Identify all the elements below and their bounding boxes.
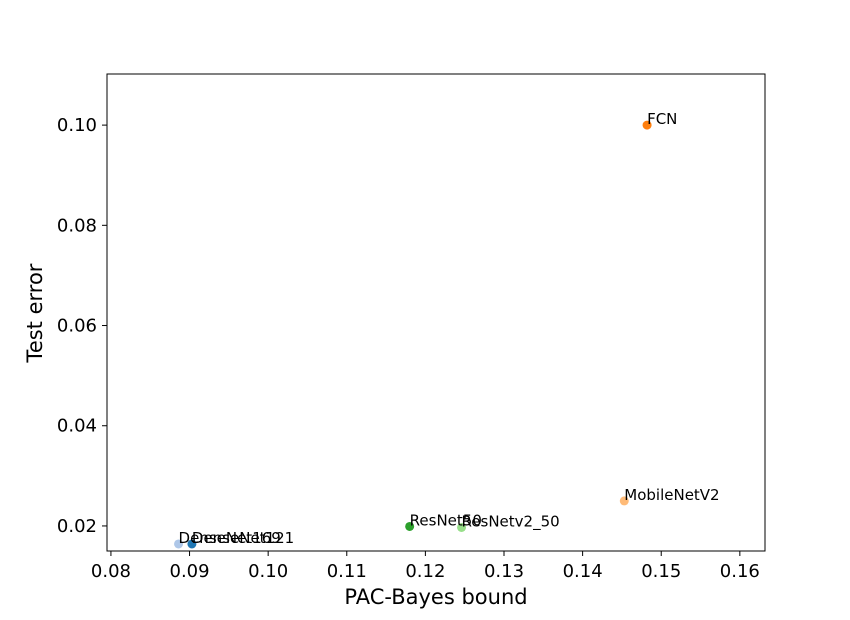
data-point-label: ResNetv2_50: [462, 512, 560, 531]
data-point-label: DenseNet121: [192, 529, 294, 547]
x-tick-label: 0.09: [170, 561, 210, 582]
data-point: [457, 522, 467, 532]
x-tick-label: 0.12: [405, 561, 445, 582]
data-point: [405, 521, 415, 531]
plot-frame: [106, 73, 766, 552]
data-point: [174, 539, 184, 549]
x-axis-ticks: 0.08 0.09 0.10 0.11 0.12 0.13 0.14 0.15 0.16: [91, 551, 760, 582]
data-point-label: FCN: [647, 110, 677, 128]
data-point-label: MobileNetV2: [624, 486, 719, 504]
y-tick-label: 0.08: [57, 215, 97, 236]
x-tick-label: 0.16: [720, 561, 760, 582]
data-point-label: ResNet50: [410, 511, 482, 529]
data-point: [642, 120, 652, 130]
data-point-label: DenseNet169: [179, 529, 281, 547]
x-tick-label: 0.13: [484, 561, 524, 582]
data-point: [187, 539, 197, 549]
y-axis-label: Test error: [23, 263, 47, 363]
x-tick-label: 0.14: [563, 561, 603, 582]
data-points: [174, 120, 652, 549]
data-point: [619, 496, 629, 506]
x-tick-label: 0.15: [641, 561, 681, 582]
y-tick-label: 0.10: [57, 115, 97, 136]
x-tick-label: 0.08: [91, 561, 131, 582]
y-tick-label: 0.02: [57, 516, 97, 537]
x-tick-label: 0.11: [327, 561, 367, 582]
y-tick-label: 0.04: [57, 416, 97, 437]
y-axis-ticks: 0.02 0.04 0.06 0.08 0.10: [57, 115, 107, 537]
x-tick-label: 0.10: [248, 561, 288, 582]
y-tick-label: 0.06: [57, 316, 97, 337]
x-axis-label: PAC-Bayes bound: [344, 585, 527, 609]
